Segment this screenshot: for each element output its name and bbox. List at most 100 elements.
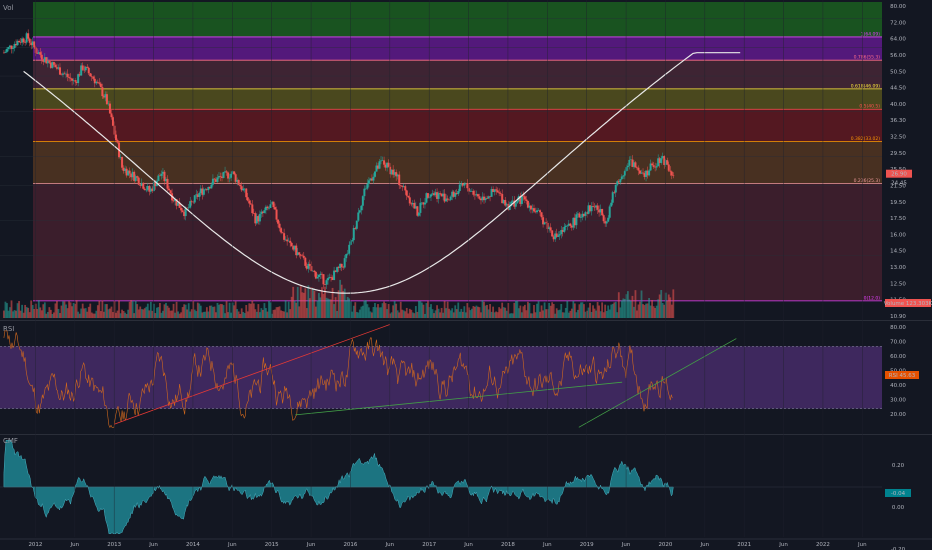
candle-body <box>590 205 593 212</box>
volume-bar <box>13 310 16 318</box>
price-tick-label: 32.50 <box>890 135 906 141</box>
candle-body <box>33 41 36 48</box>
volume-bar <box>533 305 535 318</box>
candle-body <box>310 266 313 272</box>
volume-bar <box>520 312 523 318</box>
volume-bar <box>454 305 457 318</box>
candle-body <box>402 186 405 187</box>
volume-bar <box>596 302 599 318</box>
candle-body <box>295 245 298 256</box>
volume-bar <box>477 306 479 318</box>
volume-bar <box>27 307 30 318</box>
volume-bar <box>555 308 558 318</box>
volume-bar <box>330 299 332 318</box>
volume-bar <box>346 296 349 318</box>
candle-body <box>130 173 133 178</box>
candle-body <box>548 227 551 229</box>
volume-bar <box>139 306 142 318</box>
candle-body <box>545 222 548 224</box>
fib-zone-top <box>33 2 882 37</box>
rsi-trendline-green <box>578 338 737 428</box>
candle-body <box>339 263 342 269</box>
candle-body <box>381 160 384 161</box>
candle-body <box>287 240 290 242</box>
fib-label: 0.382(33.02) <box>851 136 881 142</box>
volume-bar <box>380 307 382 318</box>
candle-body <box>222 171 225 178</box>
volume-bar <box>43 302 46 318</box>
volume-bar <box>187 303 190 318</box>
volume-bar <box>558 309 561 318</box>
volume-bar <box>204 311 207 318</box>
volume-bar <box>128 301 131 318</box>
volume-bar <box>112 312 114 318</box>
time-tick-label: 2019 <box>580 542 594 548</box>
volume-bar <box>269 302 272 318</box>
candle-body <box>611 192 614 203</box>
candle-body <box>308 263 311 267</box>
time-tick-label: 2014 <box>186 542 200 548</box>
volume-bar <box>402 310 405 318</box>
volume-bar <box>487 309 490 318</box>
candle-body <box>63 73 66 75</box>
volume-bar <box>436 305 438 318</box>
candle-body <box>125 168 128 176</box>
volume-bar <box>484 305 487 318</box>
candle-body <box>457 190 460 195</box>
volume-bar <box>613 302 616 318</box>
volume-bar <box>310 287 313 318</box>
volume-bar <box>293 300 296 318</box>
volume-bar <box>62 301 64 318</box>
volume-bar <box>480 312 482 318</box>
volume-bar <box>233 305 236 318</box>
volume-bar <box>389 313 392 318</box>
volume-bar <box>198 303 201 318</box>
volume-bar <box>68 301 70 318</box>
volume-bar <box>118 300 120 318</box>
candle-body <box>383 160 386 165</box>
time-tick-label: Jun <box>70 542 80 548</box>
volume-bar <box>499 308 502 318</box>
candle-body <box>581 213 584 218</box>
volume-bar <box>492 306 494 318</box>
candle-body <box>45 57 48 64</box>
candle-body <box>390 169 393 175</box>
volume-bar <box>399 301 402 318</box>
candle-body <box>69 77 72 79</box>
volume-bar <box>157 307 160 318</box>
candle-body <box>539 210 542 213</box>
volume-bar <box>10 300 13 318</box>
volume-bar <box>154 313 157 318</box>
time-tick-label: Jun <box>857 542 867 548</box>
volume-bar <box>472 306 475 318</box>
volume-bar <box>339 279 342 318</box>
volume-bar <box>375 307 378 318</box>
candle-body <box>378 161 381 169</box>
candle-body <box>31 41 34 46</box>
candle-body <box>181 210 184 212</box>
rsi-current-tag <box>885 371 919 379</box>
volume-bar <box>584 311 587 318</box>
candle-body <box>8 45 11 48</box>
volume-bar <box>449 310 452 318</box>
volume-bar <box>315 306 317 318</box>
volume-bar <box>72 303 75 318</box>
candle-body <box>204 189 207 190</box>
volume-bar <box>98 300 101 318</box>
volume-bar <box>175 301 178 318</box>
volume-bar <box>434 310 437 318</box>
volume-bar <box>230 312 233 318</box>
volume-bar <box>159 302 161 318</box>
candle-body <box>445 198 448 202</box>
candle-body <box>37 52 40 54</box>
volume-bar <box>190 309 193 318</box>
volume-bar <box>483 301 485 318</box>
volume-bar <box>134 300 137 318</box>
candle-body <box>373 171 376 177</box>
candle-body <box>575 214 578 226</box>
candle-body <box>19 42 22 43</box>
volume-bar <box>12 311 14 318</box>
candle-body <box>428 196 431 198</box>
candle-body <box>75 81 78 84</box>
